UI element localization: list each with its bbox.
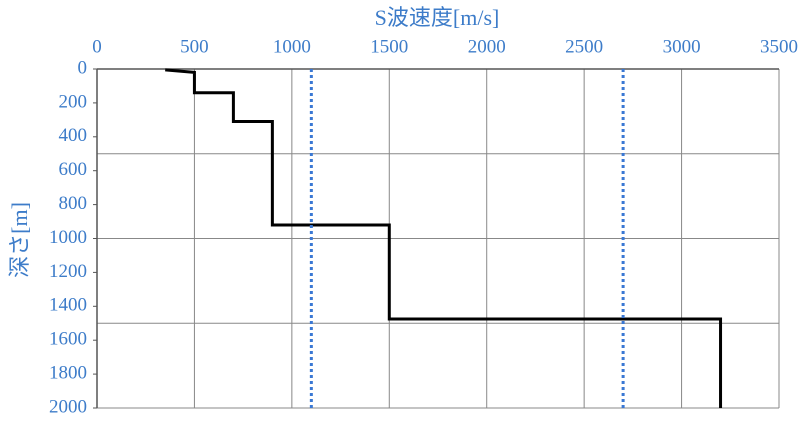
x-tick-label: 0 [92,36,102,57]
x-tick-label: 500 [180,36,209,57]
x-tick-label: 1000 [273,36,311,57]
x-tick-label: 2500 [565,36,603,57]
y-tick-label: 2000 [49,396,87,417]
x-tick-label: 3500 [760,36,798,57]
chart-title: S波速度[m/s] [375,5,500,30]
series-line [165,68,723,408]
y-tick-label: 1000 [49,227,87,248]
y-tick-label: 1400 [49,295,87,316]
x-tick-label: 2000 [468,36,506,57]
y-tick-label: 400 [59,125,88,146]
y-tick-label: 0 [78,57,88,78]
y-tick-label: 200 [59,91,88,112]
y-tick-label: 800 [59,193,88,214]
y-tick-label: 1800 [49,362,87,383]
y-tick-label: 600 [59,159,88,180]
x-tick-label: 1500 [370,36,408,57]
y-tick-label: 1200 [49,261,87,282]
y-axis-label: 深さ[m] [7,202,32,278]
y-tick-label: 1600 [49,329,87,350]
x-tick-label: 3000 [663,36,701,57]
